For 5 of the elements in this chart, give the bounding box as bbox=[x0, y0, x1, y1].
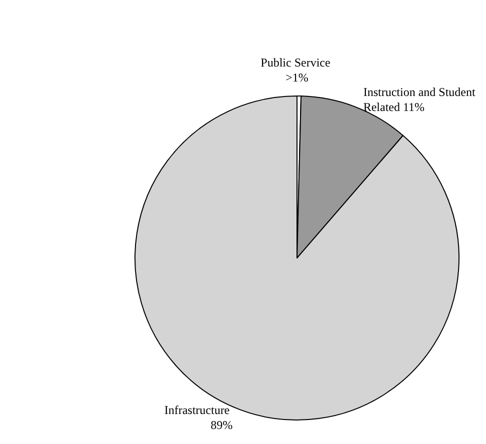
slice-label: Public Service bbox=[260, 56, 334, 70]
slice-label: Infrastructure bbox=[164, 402, 233, 417]
data-label: 89% bbox=[210, 418, 233, 432]
data-label: >1% bbox=[286, 70, 308, 84]
slice-label: Instruction and Student Related 11% bbox=[363, 84, 478, 114]
